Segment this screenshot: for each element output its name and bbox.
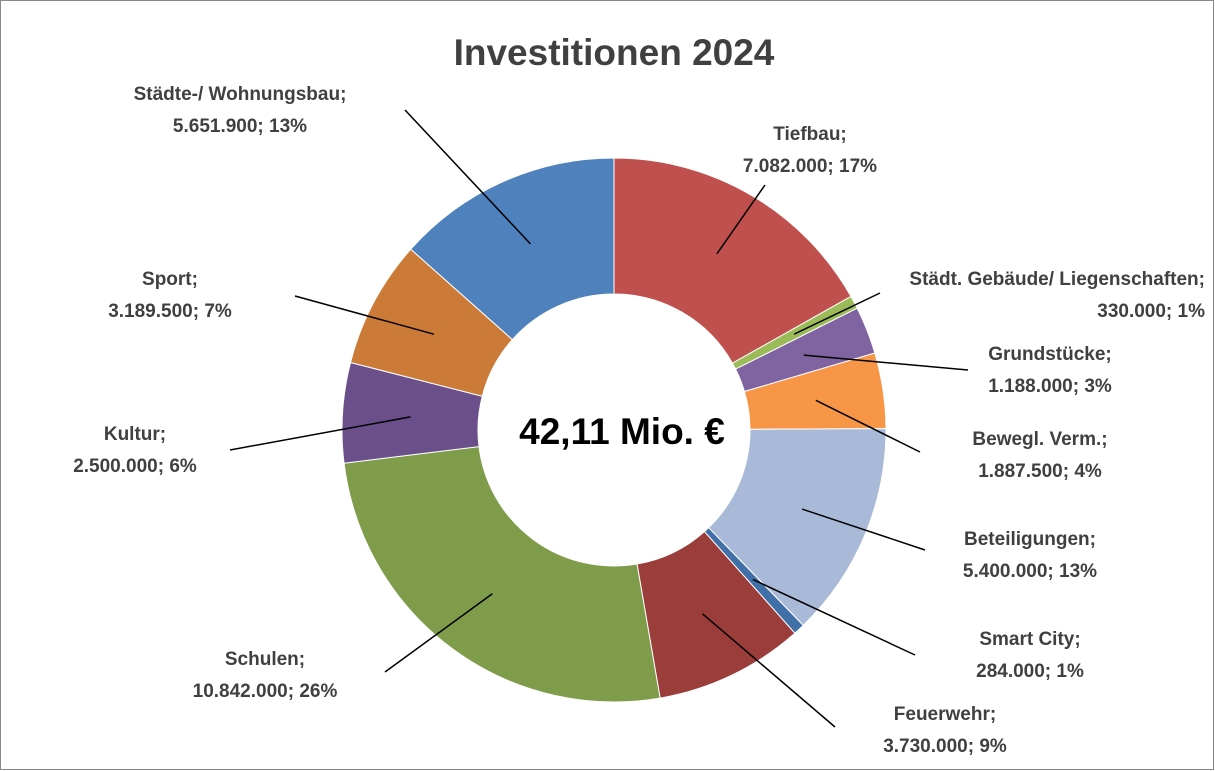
slice [613, 157, 852, 364]
leader-line [384, 593, 493, 673]
value-label: 7.082.000; 17% [743, 156, 877, 177]
slices [341, 157, 887, 703]
leader-line [404, 109, 532, 245]
value-label: 5.400.000; 13% [963, 561, 1097, 582]
leader-line [793, 292, 881, 335]
value-label: 330.000; 1% [1097, 301, 1205, 322]
leader-line [815, 399, 921, 453]
category-label: Beteiligungen; [964, 529, 1096, 550]
slice [343, 446, 661, 703]
value-label: 1.887.500; 4% [978, 461, 1102, 482]
category-label: Kultur; [104, 424, 166, 445]
category-label: Tiefbau; [773, 124, 847, 145]
slice [410, 157, 615, 341]
center-label: 42,11 Mio. € [519, 411, 725, 452]
value-label: 1.188.000; 3% [988, 376, 1112, 397]
value-label: 3.189.500; 7% [108, 301, 232, 322]
leader-line [702, 613, 836, 728]
value-label: 2.500.000; 6% [73, 456, 197, 477]
category-label: Sport; [142, 269, 198, 290]
leader-line [229, 416, 411, 451]
category-label: Schulen; [225, 649, 305, 670]
category-label: Grundstücke; [988, 344, 1112, 365]
leader-line [801, 508, 926, 551]
category-label: Städte-/ Wohnungsbau; [134, 84, 347, 105]
value-label: 5.651.900; 13% [173, 116, 307, 137]
category-label: Smart City; [979, 629, 1080, 650]
category-label: Feuerwehr; [894, 704, 996, 725]
chart-title: Investitionen 2024 [454, 32, 775, 73]
category-label: Städt. Gebäude/ Liegenschaften; [909, 269, 1205, 290]
leader-line [752, 578, 916, 656]
leader-line [294, 295, 435, 335]
leader-line [803, 354, 969, 371]
leader-line [716, 184, 766, 255]
category-label: Bewegl. Verm.; [972, 429, 1107, 450]
value-label: 3.730.000; 9% [883, 736, 1007, 757]
value-label: 10.842.000; 26% [193, 681, 338, 702]
value-label: 284.000; 1% [976, 661, 1084, 682]
